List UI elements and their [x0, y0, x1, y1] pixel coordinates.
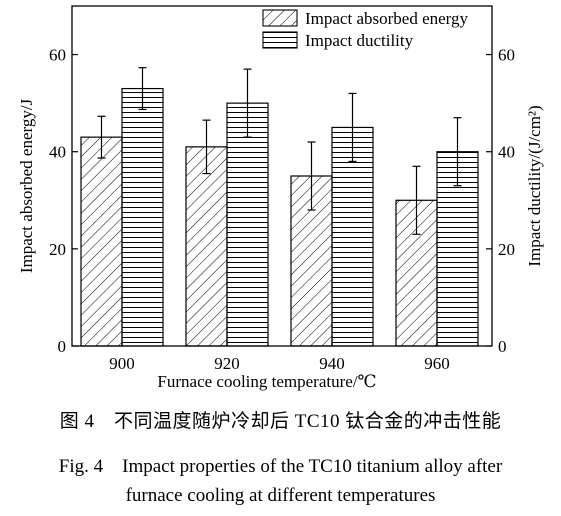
bar-impact-absorbed-energy [185, 146, 228, 347]
plot-frame [71, 5, 493, 347]
x-tick-label: 960 [424, 354, 450, 373]
legend-label-impact-ductility: Impact ductility [305, 31, 414, 50]
y-left-tick-label: 40 [49, 143, 66, 162]
y-left-axis-label: Impact absorbed energy/J [17, 98, 36, 273]
y-right-tick-label: 40 [498, 143, 515, 162]
bar-chart: 0 0 20 20 40 40 60 60 900 920 940 960 Furnace coolin… [17, 5, 544, 391]
bar-impact-absorbed-energy [80, 136, 123, 347]
x-tick-label: 900 [109, 354, 135, 373]
figure-caption-english-line2: furnace cooling at different temperature… [125, 485, 436, 506]
x-tick-label: 940 [319, 354, 345, 373]
x-axis-label: Furnace cooling temperature/℃ [157, 372, 376, 391]
y-right-tick-label: 0 [498, 337, 507, 356]
figure-caption-english-line1: Fig. 4 Impact properties of the TC10 tit… [58, 456, 503, 477]
y-left-tick-label: 20 [49, 240, 66, 259]
figure-caption-chinese: 图 4 不同温度随炉冷却后 TC10 钛合金的冲击性能 [59, 411, 502, 432]
y-right-tick-label: 20 [498, 240, 515, 259]
legend-swatch-impact-ductility [262, 31, 298, 49]
legend-swatch-impact-absorbed-energy [262, 9, 298, 27]
y-right-tick-label: 60 [498, 46, 515, 65]
y-right-axis-label: Impact ductility/(J/cm²) [525, 105, 544, 266]
bar-impact-ductility [121, 87, 164, 347]
legend-label-impact-absorbed-energy: Impact absorbed energy [305, 9, 469, 28]
x-tick-label: 920 [214, 354, 240, 373]
bar-impact-ductility [226, 102, 269, 347]
y-left-tick-label: 60 [49, 46, 66, 65]
y-left-tick-label: 0 [58, 337, 67, 356]
bar-impact-ductility [331, 126, 374, 347]
